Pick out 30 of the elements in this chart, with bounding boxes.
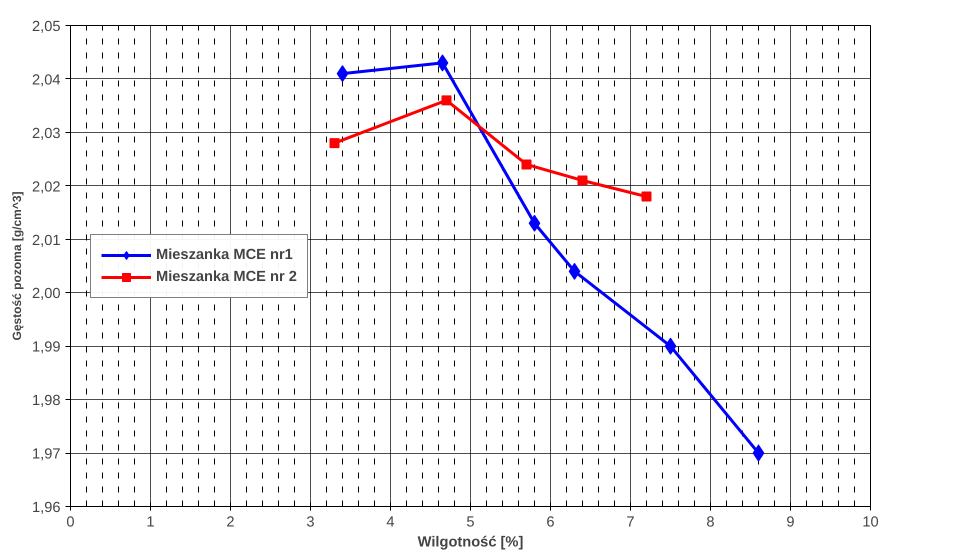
point bbox=[330, 138, 340, 148]
x-tick-label: 4 bbox=[386, 514, 395, 530]
y-tick-label: 1,96 bbox=[32, 500, 61, 516]
x-tick-label: 9 bbox=[786, 514, 795, 530]
legend-label: Mieszanka MCE nr 2 bbox=[156, 268, 297, 284]
x-tick-label: 3 bbox=[306, 514, 315, 530]
point bbox=[442, 95, 452, 106]
y-tick-label: 2,05 bbox=[32, 19, 61, 35]
y-tick-label: 2,01 bbox=[32, 232, 61, 249]
point bbox=[642, 192, 652, 202]
x-tick-label: 7 bbox=[626, 514, 635, 530]
point bbox=[522, 159, 532, 170]
x-tick-label: 6 bbox=[546, 514, 555, 530]
point bbox=[578, 175, 588, 186]
x-axis-title: Wilgotność [%] bbox=[418, 534, 524, 550]
y-tick-label: 1,99 bbox=[32, 340, 61, 356]
x-tick-label: 0 bbox=[66, 514, 75, 530]
x-tick-label: 8 bbox=[706, 514, 715, 530]
y-axis-title: Gęstość pozoma [g/cm^3] bbox=[10, 191, 24, 341]
x-tick-label: 1 bbox=[146, 514, 155, 530]
y-tick-label: 2,00 bbox=[32, 286, 61, 302]
x-tick-label: 5 bbox=[466, 514, 475, 530]
y-tick-label: 1,97 bbox=[32, 446, 61, 463]
y-tick-label: 1,98 bbox=[32, 393, 61, 410]
y-tick-label: 2,02 bbox=[32, 179, 61, 196]
legend-label: Mieszanka MCE nr1 bbox=[156, 246, 293, 262]
x-tick-label: 2 bbox=[226, 514, 235, 530]
y-tick-label: 2,03 bbox=[32, 126, 61, 142]
x-tick-label: 10 bbox=[862, 514, 879, 530]
y-tick-label: 2,04 bbox=[32, 72, 61, 88]
